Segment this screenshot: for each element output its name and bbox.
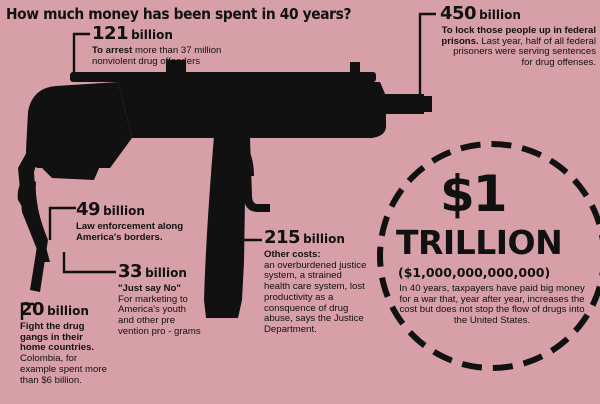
- trillion-circle: [377, 141, 600, 371]
- desc-border: Law enforcement along America's borders.: [76, 221, 184, 243]
- total-description: In 40 years, taxpayers have paid big mon…: [399, 283, 585, 327]
- amount-gangs: 20 billion: [20, 299, 89, 320]
- desc-just-say-no: "Just say No" For marketing to America's …: [118, 283, 201, 337]
- desc-gangs: Fight the drug gangs in their home count…: [20, 321, 107, 386]
- total-word: TRILLION: [396, 223, 563, 262]
- total-full: ($1,000,000,000,000): [398, 265, 551, 280]
- amount-other: 215 billion: [264, 227, 345, 248]
- amount-just-say-no: 33 billion: [118, 261, 187, 282]
- total-amount: $1: [440, 165, 508, 223]
- page-title: How much money has been spent in 40 year…: [6, 5, 352, 23]
- desc-arrest: To arrest more than 37 million nonviolen…: [92, 45, 222, 67]
- gun-icon: [17, 60, 432, 318]
- desc-prisons: To lock those people up in federal priso…: [441, 25, 596, 69]
- amount-prisons: 450 billion: [440, 3, 521, 24]
- desc-other: Other costs: an overburdened justice syst…: [264, 249, 367, 336]
- amount-arrest: 121 billion: [92, 23, 173, 44]
- amount-border: 49 billion: [76, 199, 145, 220]
- callout-lines: [20, 12, 436, 320]
